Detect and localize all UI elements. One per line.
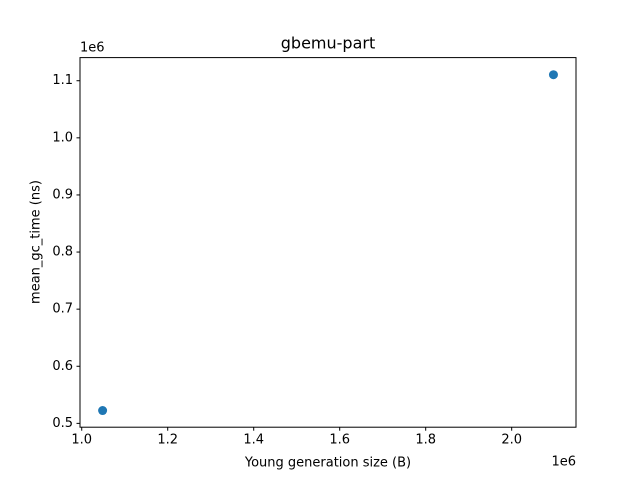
y-tick-label: 0.6 (52, 359, 73, 374)
y-offset-label: 1e6 (80, 41, 105, 56)
y-tick-label: 0.9 (52, 187, 73, 202)
y-tick-label: 0.8 (52, 245, 73, 260)
y-tick-label: 0.7 (52, 302, 73, 317)
y-tick-label: 1.1 (52, 73, 73, 88)
point (98, 406, 108, 416)
plot-frame (79, 57, 577, 428)
x-axis-label: Young generation size (B) (244, 456, 411, 471)
x-tick-label: 1.2 (157, 433, 178, 448)
x-tick-label: 2.0 (501, 433, 522, 448)
x-tick-label: 1.0 (71, 433, 92, 448)
x-tick-label: 1.6 (329, 433, 350, 448)
y-tick-label: 0.5 (52, 416, 73, 431)
point (548, 70, 558, 80)
y-tick-label: 1.0 (52, 130, 73, 145)
x-tick-label: 1.4 (243, 433, 264, 448)
chart-title: gbemu-part (281, 34, 375, 53)
y-axis-label: mean_gc_time (ns) (29, 180, 44, 304)
x-tick-label: 1.8 (415, 433, 436, 448)
x-offset-label: 1e6 (551, 455, 576, 470)
